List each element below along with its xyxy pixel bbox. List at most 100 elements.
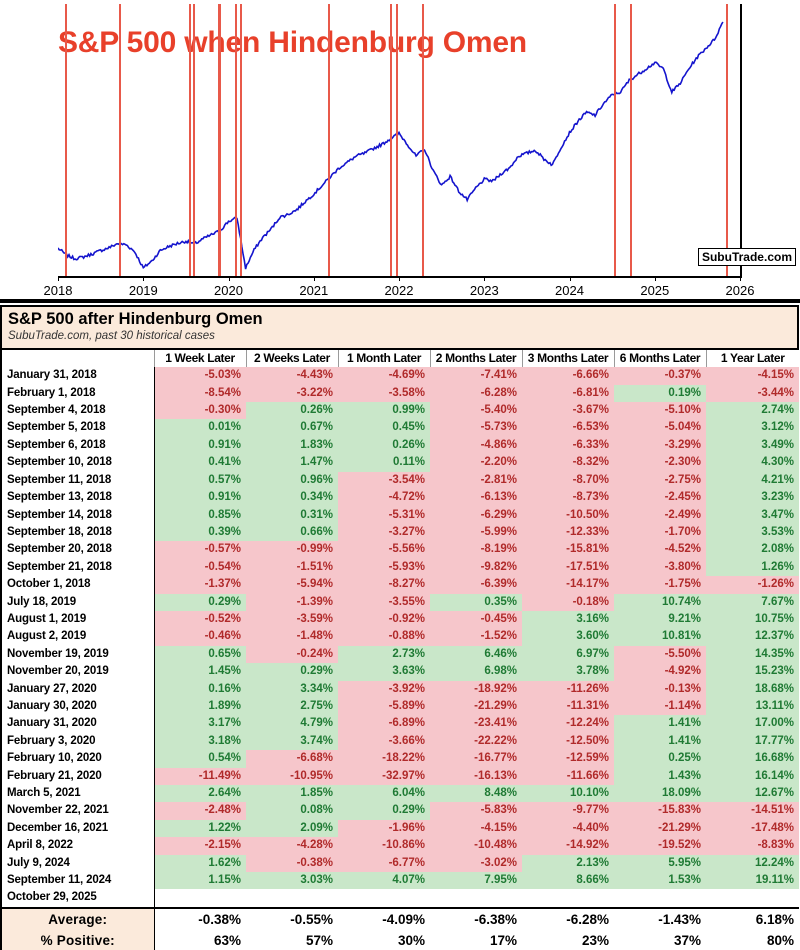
table-row[interactable]: September 11, 2024 1.15% 3.03% 4.07% 7.95% 8.… <box>2 872 799 890</box>
column-header-1: 1 Week Later <box>153 350 246 368</box>
table-row[interactable]: January 31, 2020 3.17% 4.79% -6.89% -23.41% -… <box>2 715 799 733</box>
cell-6-months-later: 0.19% <box>614 384 706 403</box>
cell-2-months-later: -2.81% <box>430 471 522 490</box>
cell-3-months-later: -15.81% <box>522 541 614 559</box>
footer-value-1: 63% <box>154 929 246 950</box>
table-row[interactable]: March 5, 2021 2.64% 1.85% 6.04% 8.48% 10.10% 1… <box>2 785 799 803</box>
cell-1-week-later: 0.01% <box>154 419 246 437</box>
cell-1-week-later: 3.17% <box>154 715 246 733</box>
cell-6-months-later: 10.74% <box>614 593 706 611</box>
cell-3-months-later: 10.10% <box>522 785 614 803</box>
cell-1-month-later: -5.56% <box>338 541 430 559</box>
table-row[interactable]: February 21, 2020 -11.49% -10.95% -32.97% -1… <box>2 767 799 786</box>
cell-2-months-later: -23.41% <box>430 715 522 733</box>
x-axis-tick <box>143 276 145 281</box>
x-axis-tick-label: 2019 <box>128 283 158 298</box>
row-date: January 31, 2020 <box>2 715 155 733</box>
table-row[interactable]: February 3, 2020 3.18% 3.74% -3.66% -22.22% -… <box>2 732 799 751</box>
cell-1-year-later: 4.30% <box>706 454 799 472</box>
cell-3-months-later: -6.33% <box>522 436 614 455</box>
cell-2-months-later: 6.98% <box>430 663 522 681</box>
omen-marker-line <box>119 4 122 276</box>
table-row[interactable]: February 1, 2018 -8.54% -3.22% -3.58% -6.28%… <box>2 384 799 403</box>
x-axis-tick <box>484 276 486 281</box>
cell-3-months-later: -11.31% <box>522 697 614 716</box>
cell-2-weeks-later: 3.03% <box>246 872 338 890</box>
cell-2-weeks-later: 3.34% <box>246 680 338 698</box>
cell-1-week-later: -0.30% <box>154 402 246 420</box>
row-date: February 21, 2020 <box>2 767 155 786</box>
cell-2-weeks-later: 2.75% <box>246 697 338 716</box>
table-row[interactable]: January 30, 2020 1.89% 2.75% -5.89% -21.29% -… <box>2 697 799 716</box>
cell-1-year-later: 4.21% <box>706 471 799 490</box>
cell-1-week-later: 0.85% <box>154 506 246 524</box>
table-row[interactable]: September 6, 2018 0.91% 1.83% 0.26% -4.86% -6… <box>2 436 799 455</box>
cell-1-month-later: -3.58% <box>338 384 430 403</box>
omen-marker-line <box>389 4 392 276</box>
table-row[interactable]: September 10, 2018 0.41% 1.47% 0.11% -2.20% -… <box>2 454 799 472</box>
table-row[interactable]: September 21, 2018 -0.54% -1.51% -5.93% -9.8… <box>2 558 799 577</box>
footer-value-3: -4.09% <box>338 906 430 930</box>
table-header-banner: S&P 500 after Hindenburg Omen SubuTrade.… <box>2 307 797 351</box>
table-row[interactable]: April 8, 2022 -2.15% -4.28% -10.86% -10.48% -… <box>2 837 799 855</box>
cell-1-year-later: 3.49% <box>706 436 799 455</box>
table-row[interactable]: August 2, 2019 -0.46% -1.48% -0.88% -1.52% 3.… <box>2 628 799 646</box>
cell-1-week-later: 0.91% <box>154 489 246 507</box>
cell-1-year-later: 18.68% <box>706 680 799 698</box>
cell-1-year-later: 3.23% <box>706 489 799 507</box>
row-date: September 20, 2018 <box>2 541 155 559</box>
cell-2-weeks-later: 0.29% <box>246 663 338 681</box>
table-row[interactable]: February 10, 2020 0.54% -6.68% -18.22% -16.7… <box>2 750 799 768</box>
footer-value-6: 37% <box>614 929 706 950</box>
cell-6-months-later: -5.04% <box>614 419 706 437</box>
x-axis-tick-label: 2021 <box>299 283 329 298</box>
cell-6-months-later: -5.50% <box>614 645 706 664</box>
omen-marker-line <box>422 4 424 276</box>
table-row[interactable]: November 22, 2021 -2.48% 0.08% 0.29% -5.83% -… <box>2 802 799 820</box>
x-axis-tick-label: 2023 <box>469 283 499 298</box>
table-row[interactable]: January 31, 2018 -5.03% -4.43% -4.69% -7.41%… <box>2 367 799 385</box>
cell-1-week-later: -5.03% <box>154 367 246 385</box>
column-header-3: 1 Month Later <box>337 350 430 368</box>
column-header-5: 3 Months Later <box>521 350 614 368</box>
row-date: September 21, 2018 <box>2 558 155 577</box>
table-row[interactable]: September 4, 2018 -0.30% 0.26% 0.99% -5.40% -… <box>2 402 799 420</box>
cell-2-weeks-later: 0.08% <box>246 802 338 820</box>
cell-1-week-later: 1.15% <box>154 872 246 890</box>
cell-1-year-later: 7.67% <box>706 593 799 611</box>
table-row[interactable]: September 13, 2018 0.91% 0.34% -4.72% -6.13%… <box>2 489 799 507</box>
table-row[interactable]: January 27, 2020 0.16% 3.34% -3.92% -18.92% -… <box>2 680 799 698</box>
cell-1-month-later: 6.04% <box>338 785 430 803</box>
cell-3-months-later: -12.50% <box>522 732 614 751</box>
table-row[interactable]: December 16, 2021 1.22% 2.09% -1.96% -4.15% -… <box>2 819 799 838</box>
table-row[interactable]: October 29, 2025 <box>2 889 799 908</box>
cell-2-weeks-later: -1.48% <box>246 628 338 646</box>
table-row[interactable]: September 5, 2018 0.01% 0.67% 0.45% -5.73% -6… <box>2 419 799 437</box>
cell-6-months-later: 10.81% <box>614 628 706 646</box>
table-row[interactable]: September 20, 2018 -0.57% -0.99% -5.56% -8.1… <box>2 541 799 559</box>
cell-6-months-later: 0.25% <box>614 750 706 768</box>
table-row[interactable]: November 20, 2019 1.45% 0.29% 3.63% 6.98% 3.7… <box>2 663 799 681</box>
table-row[interactable]: July 18, 2019 0.29% -1.39% -3.55% 0.35% -0.18… <box>2 593 799 611</box>
cell-6-months-later: -2.75% <box>614 471 706 490</box>
table-row[interactable]: September 14, 2018 0.85% 0.31% -5.31% -6.29%… <box>2 506 799 524</box>
cell-1-month-later: -3.27% <box>338 523 430 542</box>
table-row[interactable]: July 9, 2024 1.62% -0.38% -6.77% -3.02% 2.13%… <box>2 854 799 873</box>
cell-1-year-later: -4.15% <box>706 367 799 385</box>
footer-row: % Positive: 63% 57% 30% 17% 23% 37% 80% <box>2 929 799 950</box>
cell-2-weeks-later: 2.09% <box>246 819 338 838</box>
table-row[interactable]: November 19, 2019 0.65% -0.24% 2.73% 6.46% 6.… <box>2 645 799 664</box>
cell-2-months-later: -5.83% <box>430 802 522 820</box>
table-row[interactable]: October 1, 2018 -1.37% -5.94% -8.27% -6.39% -… <box>2 576 799 594</box>
cell-1-week-later: 0.57% <box>154 471 246 490</box>
cell-6-months-later: -2.45% <box>614 489 706 507</box>
cell-1-year-later: 1.26% <box>706 558 799 577</box>
table-row[interactable]: September 11, 2018 0.57% 0.96% -3.54% -2.81%… <box>2 471 799 490</box>
table-row[interactable]: August 1, 2019 -0.52% -3.59% -0.92% -0.45% 3.… <box>2 610 799 629</box>
table-row[interactable]: September 18, 2018 0.39% 0.66% -3.27% -5.99%… <box>2 523 799 542</box>
column-header-row: 1 Week Later 2 Weeks Later 1 Month Later 2 … <box>2 350 799 368</box>
cell-1-month-later: 0.11% <box>338 454 430 472</box>
cell-1-week-later: 0.91% <box>154 436 246 455</box>
cell-1-week-later: 1.89% <box>154 697 246 716</box>
